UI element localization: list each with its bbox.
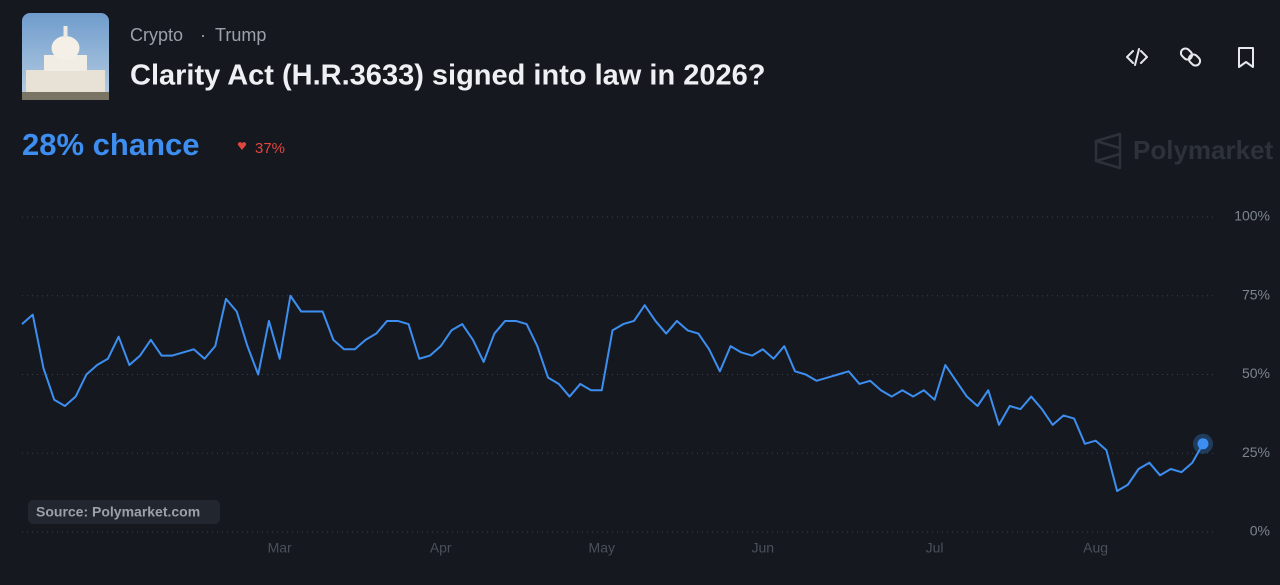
x-tick-label: Apr (430, 540, 452, 556)
source-badge (28, 500, 220, 524)
bookmark-button[interactable] (1238, 47, 1254, 68)
link-button[interactable] (1179, 47, 1202, 68)
y-tick-label: 25% (1242, 444, 1270, 460)
current-point (1197, 438, 1209, 450)
embed-button[interactable] (1126, 48, 1148, 66)
y-tick-label: 0% (1250, 523, 1270, 539)
plot: 0% 25% 50% 75% 100% Mar Apr May Jun Jul Aug (21, 208, 1270, 556)
change-down-icon (237, 142, 247, 150)
y-tick-label: 50% (1242, 365, 1270, 381)
x-tick-label: Mar (268, 540, 292, 556)
tag[interactable]: Crypto (130, 25, 183, 45)
price-line (21, 294, 1204, 493)
x-tick-label: Aug (1083, 540, 1108, 556)
watermark-logo (1094, 132, 1122, 170)
y-tick-label: 100% (1234, 208, 1270, 224)
x-tick-label: Jun (752, 540, 775, 556)
x-tick-label: May (589, 540, 615, 556)
source: Source: Polymarket.com (36, 504, 200, 520)
y-tick-label: 75% (1242, 286, 1270, 302)
chance: 28% chance (22, 127, 200, 162)
market-title: Clarity Act (H.R.3633) signed into law i… (130, 60, 765, 92)
change: 37% (255, 140, 285, 157)
watermark: Polymarket (1133, 135, 1274, 165)
x-tick-label: Jul (926, 540, 944, 556)
tag[interactable]: Trump (215, 25, 266, 45)
market-thumbnail (22, 13, 109, 100)
tag-separator: · (200, 25, 206, 45)
